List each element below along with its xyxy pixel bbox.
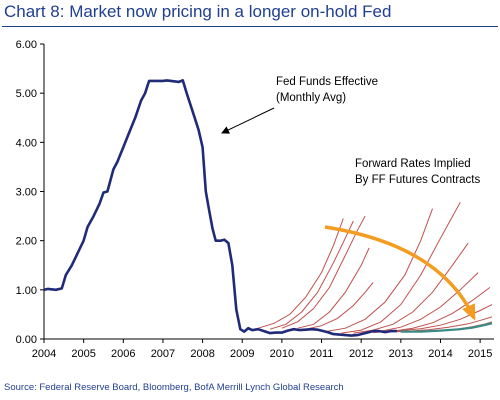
series-forward-5 — [305, 282, 374, 330]
forward-rates-label-line-0: Forward Rates Implied — [355, 158, 471, 170]
series-fed-funds-effective — [43, 79, 397, 337]
x-tick-label-8: 2012 — [349, 348, 373, 360]
x-tick-label-5: 2009 — [230, 348, 254, 360]
x-tick-label-9: 2013 — [389, 348, 413, 360]
series-forward-3 — [281, 215, 366, 329]
x-tick-label-7: 2011 — [310, 348, 334, 360]
x-tick-label-3: 2007 — [151, 348, 175, 360]
x-tick-label-2: 2006 — [111, 348, 135, 360]
y-tick-label-6: 6.00 — [16, 39, 37, 51]
y-tick-label-3: 3.00 — [16, 187, 37, 199]
title-divider — [2, 26, 498, 27]
fed-funds-label-line-1: (Monthly Avg) — [276, 92, 346, 104]
series-forward-7 — [341, 202, 461, 334]
x-tick-label-4: 2008 — [190, 348, 214, 360]
series-forward-4 — [297, 247, 370, 329]
shift-arrow — [324, 225, 476, 321]
series-forward-2 — [269, 220, 354, 330]
series-forward-9 — [361, 272, 479, 334]
x-tick-label-1: 2005 — [71, 348, 95, 360]
source-note: Source: Federal Reserve Board, Bloomberg… — [4, 382, 344, 393]
y-tick-label-1: 1.00 — [16, 285, 37, 297]
series-forward-1 — [257, 218, 344, 329]
fed-funds-pointer-arrow — [221, 107, 275, 134]
x-tick-label-11: 2015 — [468, 348, 492, 360]
series-forward-6 — [325, 208, 433, 333]
chart-title: Chart 8: Market now pricing in a longer … — [4, 2, 392, 21]
series-forward-8 — [353, 242, 469, 334]
y-tick-label-5: 5.00 — [16, 88, 37, 100]
annotations: Fed Funds Effective (Monthly Avg) Forward … — [221, 76, 481, 321]
fed-funds-label-line-0: Fed Funds Effective — [276, 76, 378, 88]
y-tick-label-4: 4.00 — [16, 137, 37, 149]
y-tick-label-2: 2.00 — [16, 236, 37, 248]
series-forward-latest — [400, 322, 493, 333]
axes: 0.00 1.00 2.00 3.00 4.00 5.00 6.00 2004 2005 2006… — [16, 39, 494, 360]
x-tick-label-0: 2004 — [32, 348, 56, 360]
forward-rate-lines — [257, 202, 493, 334]
x-tick-label-10: 2014 — [428, 348, 452, 360]
forward-rates-label-line-1: By FF Futures Contracts — [355, 174, 481, 186]
y-tick-label-0: 0.00 — [16, 334, 37, 346]
fed-funds-line-group — [43, 79, 397, 337]
x-tick-label-6: 2010 — [270, 348, 294, 360]
